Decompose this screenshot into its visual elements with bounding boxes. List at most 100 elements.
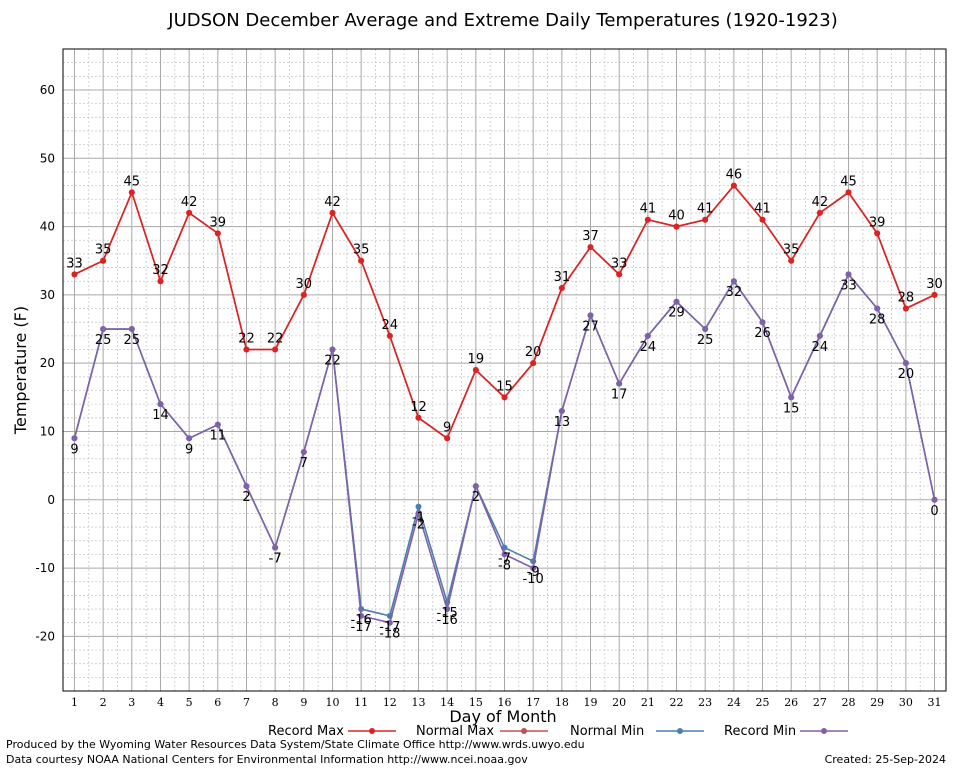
record-min-label: 26 — [754, 326, 771, 341]
record-min-label: -7 — [269, 552, 282, 567]
point-record-min — [329, 346, 336, 353]
x-tick-label: 23 — [698, 696, 712, 709]
x-axis-ticks: 1 2 3 4 5 6 7 8 9 10 11 12 13 14 15 16 17 18 19 20 21 22 23 24 2… — [71, 696, 942, 709]
x-tick-label: 20 — [612, 696, 626, 709]
point-record-min — [702, 326, 709, 333]
point-record-min — [587, 312, 594, 319]
record-min-label: 25 — [95, 333, 112, 348]
record-max-label: 32 — [152, 263, 169, 278]
record-max-label: 39 — [869, 215, 886, 230]
record-min-label: 14 — [152, 408, 169, 423]
point-record-max — [472, 367, 479, 373]
point-record-max — [272, 346, 279, 353]
record-max-label: 30 — [926, 277, 943, 292]
data-labels: 339352545253214429391122222-7-7307422235… — [66, 168, 943, 642]
point-normal-min — [415, 503, 422, 510]
record-max-label: 20 — [525, 345, 542, 360]
record-max-label: 15 — [496, 379, 513, 394]
legend-label-normal-max: Normal Max — [416, 724, 494, 739]
record-min-label: -10 — [523, 572, 544, 587]
record-min-label: 20 — [898, 367, 915, 382]
record-min-label: 17 — [611, 388, 628, 403]
y-tick-label: 40 — [40, 220, 55, 234]
record-min-label: 24 — [640, 340, 657, 355]
record-min-label: 32 — [726, 285, 743, 300]
record-max-label: 12 — [410, 400, 427, 415]
record-min-label: 28 — [869, 313, 886, 328]
point-record-min — [501, 551, 508, 558]
point-record-min — [759, 319, 766, 326]
x-tick-label: 15 — [469, 696, 483, 709]
point-record-max — [931, 291, 938, 298]
point-record-max — [874, 230, 881, 237]
point-record-max — [501, 394, 508, 401]
point-record-min — [472, 483, 479, 490]
x-tick-label: 13 — [411, 696, 425, 709]
point-record-min — [358, 612, 365, 619]
y-tick-label: -10 — [35, 561, 55, 575]
point-record-max — [415, 414, 422, 421]
point-record-max — [587, 244, 594, 251]
record-min-label: -17 — [351, 620, 372, 635]
record-min-label: 7 — [300, 456, 308, 471]
point-record-min — [386, 619, 393, 626]
record-min-label: 25 — [697, 333, 714, 348]
point-record-min — [100, 326, 107, 333]
record-min-label: 29 — [668, 306, 685, 321]
point-record-min — [730, 278, 737, 285]
point-record-max — [243, 346, 250, 353]
point-record-max — [128, 189, 135, 196]
point-record-max — [444, 435, 451, 442]
x-tick-label: 25 — [756, 696, 770, 709]
record-max-label: 24 — [382, 318, 399, 333]
record-max-label: 41 — [754, 202, 771, 217]
point-record-max — [558, 285, 565, 292]
record-min-label: 9 — [185, 442, 193, 457]
x-tick-label: 11 — [354, 696, 368, 709]
point-record-max — [530, 360, 537, 367]
point-record-min — [644, 332, 651, 339]
record-max-label: 37 — [582, 229, 599, 244]
record-max-label: 42 — [324, 195, 341, 210]
point-record-max — [788, 257, 795, 264]
record-min-label: 9 — [70, 442, 78, 457]
point-record-min — [214, 421, 221, 428]
footer-produced-by: Produced by the Wyoming Water Resources … — [6, 738, 585, 751]
chart-title: JUDSON December Average and Extreme Dail… — [167, 10, 837, 31]
record-max-label: 41 — [640, 202, 657, 217]
record-min-label: 24 — [812, 340, 829, 355]
record-min-label: 2 — [242, 490, 250, 505]
point-record-min — [71, 435, 78, 442]
record-min-label: 13 — [554, 415, 571, 430]
point-record-max — [673, 223, 680, 230]
footer-created-date: Created: 25-Sep-2024 — [825, 753, 946, 766]
y-axis-ticks: -20 -10 0 10 20 30 40 50 60 — [35, 83, 55, 643]
point-record-max — [157, 278, 164, 285]
y-tick-label: 10 — [40, 424, 55, 438]
x-tick-label: 12 — [383, 696, 397, 709]
point-record-min — [931, 496, 938, 503]
normal-min-label: -1 — [412, 511, 425, 526]
record-max-label: 35 — [95, 243, 112, 258]
record-min-label: 22 — [324, 354, 341, 369]
record-max-label: 45 — [124, 174, 141, 189]
legend: Record Max Normal Max Normal Min Record … — [268, 724, 848, 739]
normal-min-label: -7 — [269, 552, 282, 567]
x-tick-label: 26 — [784, 696, 798, 709]
point-record-max — [386, 332, 393, 339]
record-max-label: 22 — [238, 332, 255, 347]
record-max-label: 31 — [554, 270, 571, 285]
record-max-label: 42 — [812, 195, 829, 210]
plot-frame — [62, 48, 947, 692]
point-record-min — [243, 483, 250, 490]
legend-marker-normal-min — [677, 728, 683, 734]
legend-marker-record-min — [821, 728, 827, 734]
normal-min-label: -15 — [437, 606, 458, 621]
legend-marker-normal-max — [521, 728, 527, 734]
y-tick-label: 30 — [40, 288, 55, 302]
point-record-min — [558, 407, 565, 414]
record-min-label: 15 — [783, 401, 800, 416]
record-min-label: 25 — [124, 333, 141, 348]
record-min-label: -8 — [498, 558, 511, 573]
